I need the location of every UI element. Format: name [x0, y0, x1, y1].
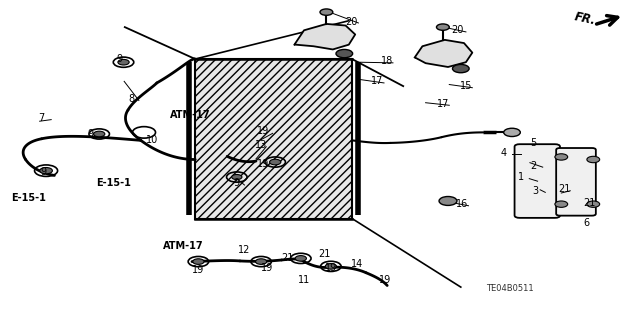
Text: 19: 19	[261, 263, 273, 273]
Text: 9: 9	[40, 167, 47, 177]
Text: 9: 9	[234, 178, 240, 189]
Text: 16: 16	[456, 199, 468, 209]
Circle shape	[436, 24, 449, 30]
Circle shape	[295, 256, 307, 261]
Text: 10: 10	[146, 135, 158, 145]
Circle shape	[269, 159, 281, 165]
Text: 20: 20	[451, 25, 463, 35]
Circle shape	[555, 154, 568, 160]
Circle shape	[118, 59, 129, 65]
Text: TE04B0511: TE04B0511	[486, 284, 534, 293]
Circle shape	[193, 259, 204, 264]
Circle shape	[325, 263, 337, 269]
Circle shape	[452, 64, 469, 73]
Text: 21: 21	[584, 197, 596, 208]
Text: 9: 9	[88, 129, 94, 139]
Text: E-15-1: E-15-1	[96, 178, 131, 189]
Circle shape	[320, 9, 333, 15]
Text: 3: 3	[532, 186, 539, 196]
Text: 17: 17	[436, 99, 449, 109]
Text: 20: 20	[346, 17, 358, 27]
Text: ATM-17: ATM-17	[170, 110, 210, 120]
Text: 4: 4	[500, 148, 507, 158]
Circle shape	[504, 128, 520, 137]
Text: 21: 21	[558, 184, 570, 194]
Text: 7: 7	[38, 113, 45, 123]
FancyBboxPatch shape	[556, 148, 596, 216]
Text: 1: 1	[518, 172, 525, 182]
Text: ATM-17: ATM-17	[163, 241, 204, 251]
FancyBboxPatch shape	[515, 144, 560, 218]
Polygon shape	[415, 40, 472, 67]
Circle shape	[40, 167, 52, 174]
Text: 18: 18	[381, 56, 393, 66]
Bar	[195, 59, 352, 219]
Circle shape	[255, 259, 267, 264]
Circle shape	[587, 201, 600, 207]
Text: 19: 19	[379, 275, 391, 285]
Circle shape	[439, 197, 457, 205]
Text: E-15-1: E-15-1	[12, 193, 46, 203]
Text: 12: 12	[238, 245, 250, 256]
Circle shape	[93, 131, 105, 137]
Text: 6: 6	[584, 218, 590, 228]
Text: 13: 13	[255, 140, 267, 150]
Text: 21: 21	[282, 253, 294, 263]
Text: 15: 15	[460, 81, 472, 91]
Text: 11: 11	[298, 275, 310, 285]
Text: 8: 8	[128, 94, 134, 104]
Text: 19: 19	[257, 126, 269, 136]
Circle shape	[555, 201, 568, 207]
Text: 19: 19	[257, 159, 269, 169]
Text: 21: 21	[319, 249, 331, 259]
Text: 19: 19	[325, 263, 337, 273]
Text: FR.: FR.	[573, 11, 596, 28]
Circle shape	[232, 174, 242, 180]
Circle shape	[336, 49, 353, 58]
Text: 19: 19	[192, 264, 204, 275]
Text: 9: 9	[116, 54, 123, 64]
Text: 2: 2	[530, 161, 536, 171]
Text: 17: 17	[371, 76, 383, 86]
Text: 5: 5	[530, 138, 536, 148]
Circle shape	[587, 156, 600, 163]
Polygon shape	[294, 24, 355, 49]
Text: 14: 14	[351, 259, 363, 269]
